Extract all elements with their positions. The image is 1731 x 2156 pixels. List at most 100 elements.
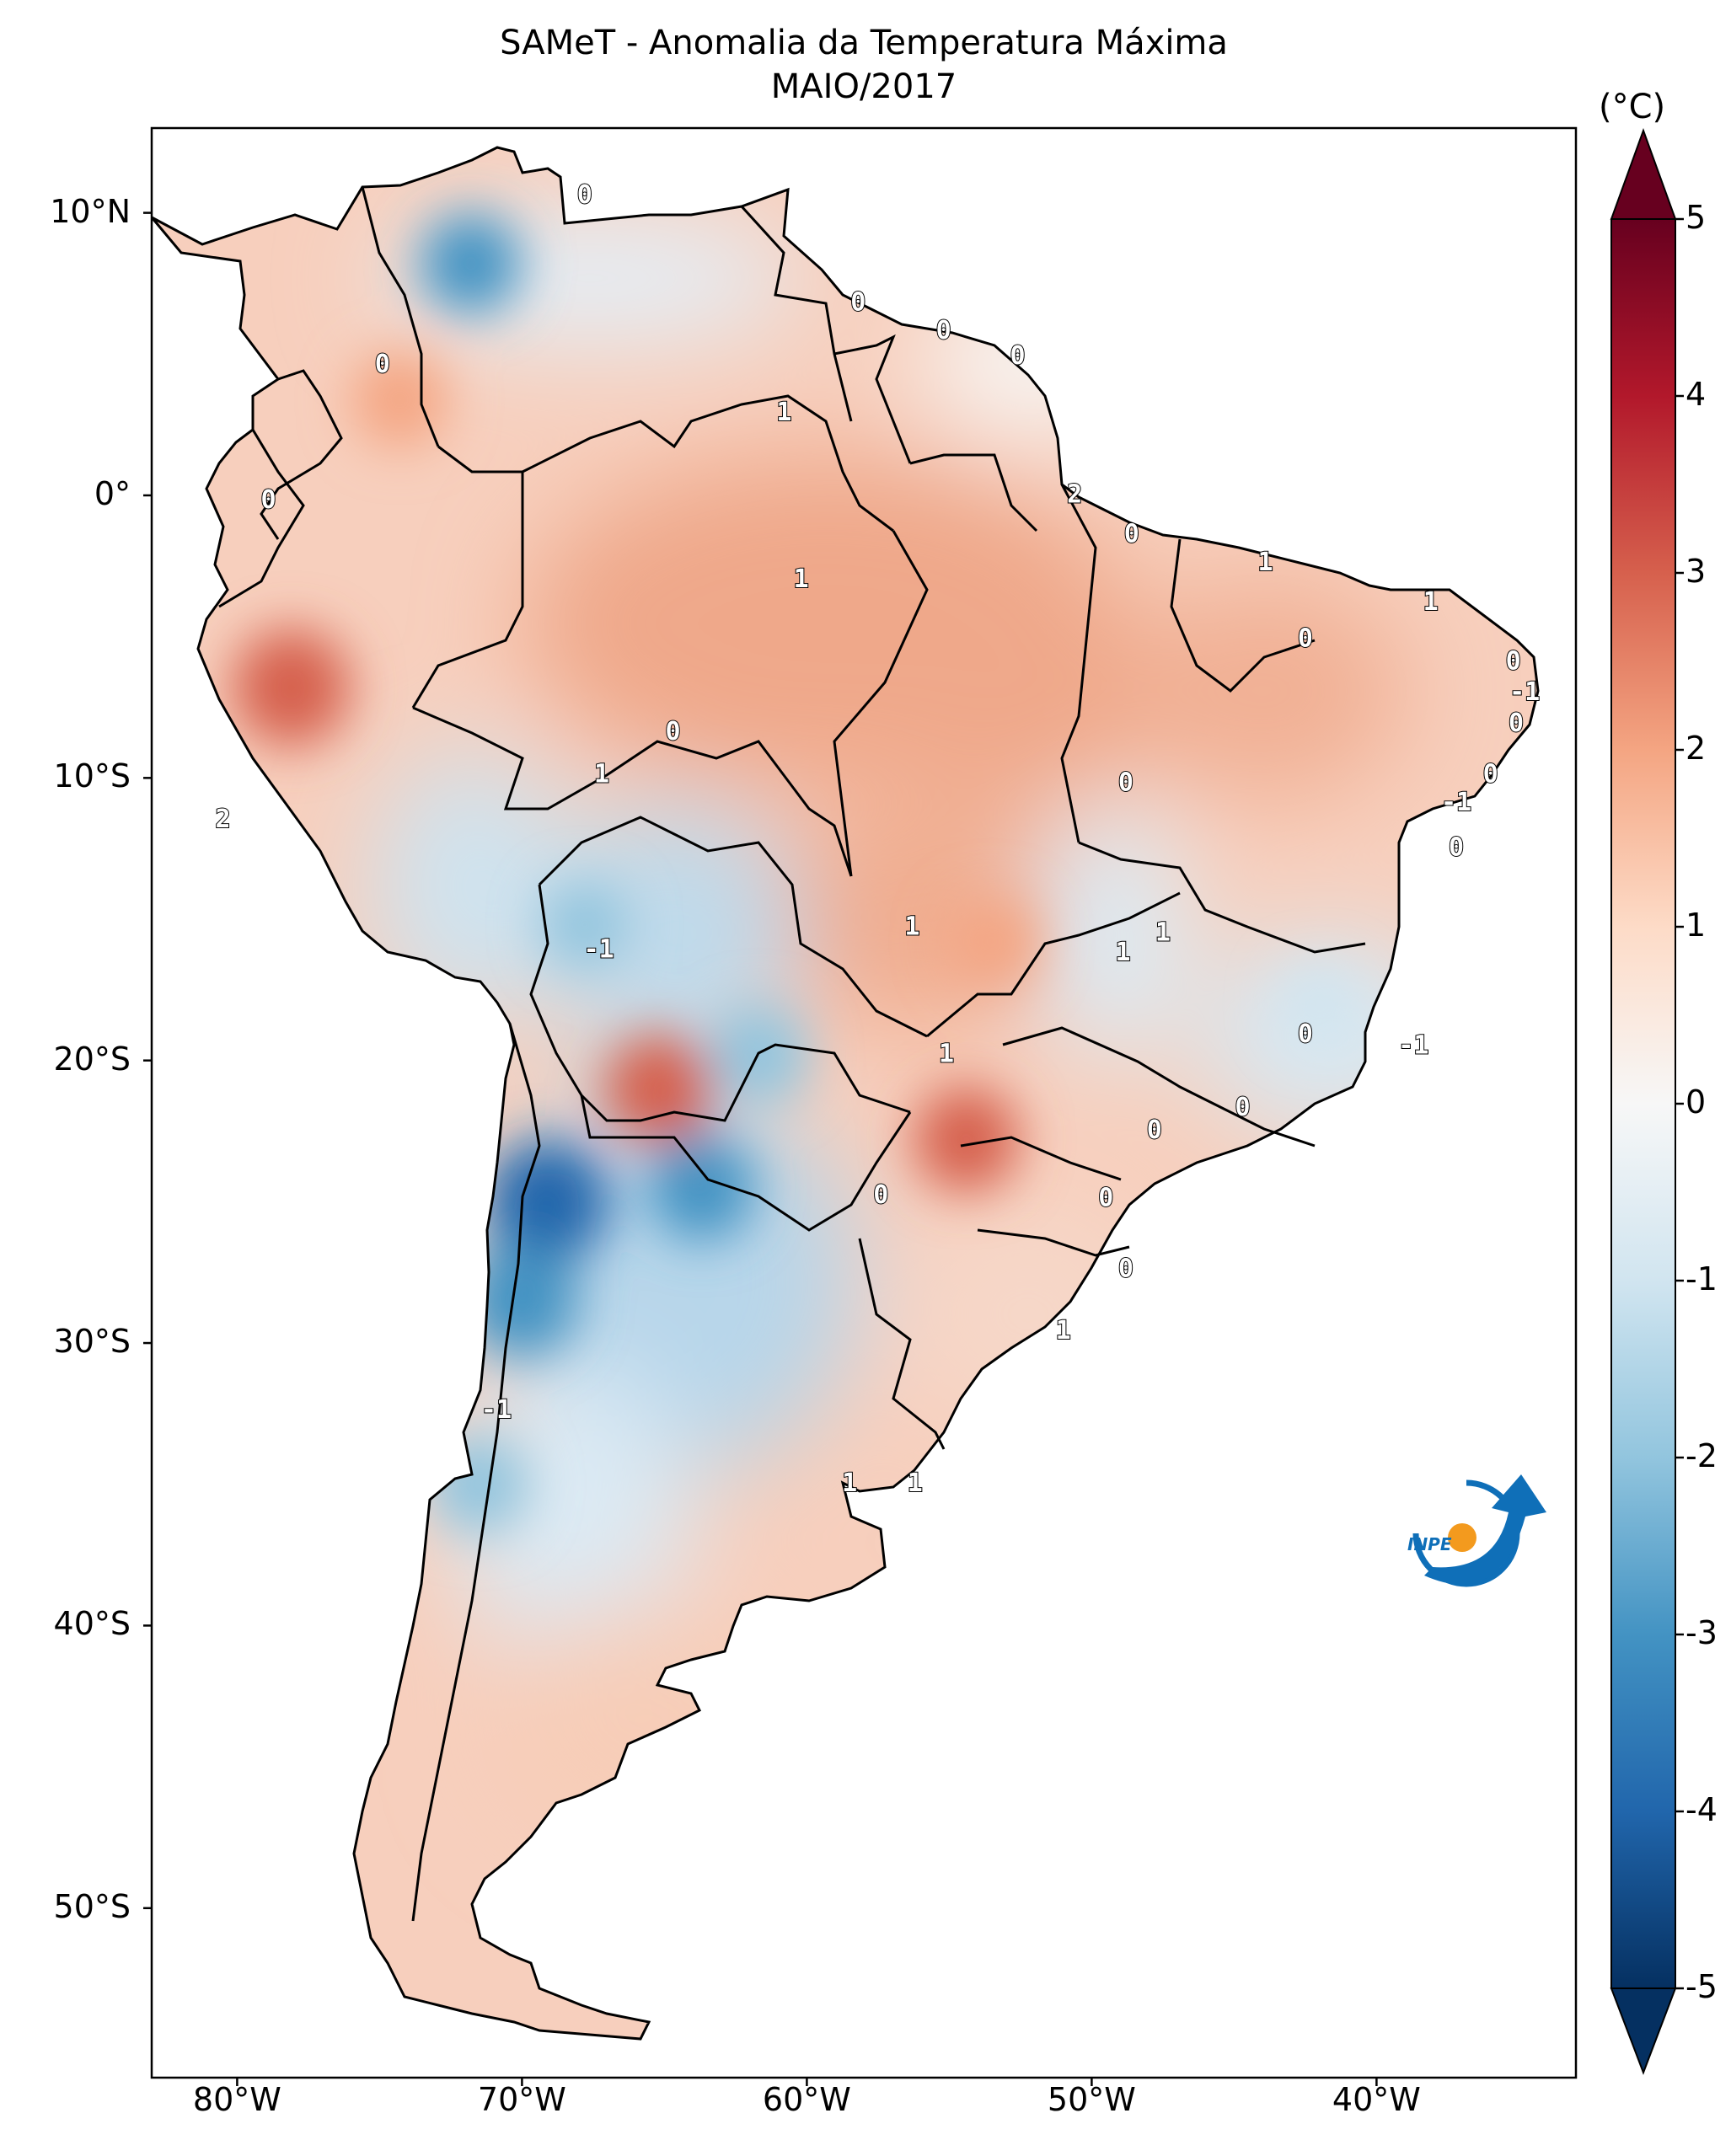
border-bolivia-brazil <box>538 816 928 1038</box>
anomaly-hotspot <box>913 1086 1020 1193</box>
contour-label: 0 <box>1483 759 1498 789</box>
border-bolivia <box>529 884 911 1122</box>
contour-label: 1 <box>1423 587 1439 617</box>
border-chile-argentina <box>411 1023 541 1922</box>
axis-ticks <box>143 211 1378 2086</box>
colorbar-ticks <box>1675 217 1684 1990</box>
contour-label: 2 <box>1067 479 1082 509</box>
contour-label: 1 <box>594 759 609 789</box>
lon-tick-label: 80°W <box>192 2081 281 2118</box>
contour-label: 1 <box>908 1469 923 1498</box>
colorbar-lower-extend <box>1610 1987 1677 2075</box>
contour-label: 0 <box>936 316 951 345</box>
colorbar-tick-label: 5 <box>1685 199 1707 236</box>
contour-label: 1 <box>1116 938 1131 967</box>
contour-label: 0 <box>375 350 390 379</box>
colorbar-body <box>1610 218 1676 1989</box>
cool-patch-argentina-central <box>455 1365 691 1668</box>
contour-label: 0 <box>1509 709 1524 738</box>
lat-tick-label: 20°S <box>53 1040 131 1078</box>
contour-label: 0 <box>1298 624 1313 654</box>
border-brazil-states-1 <box>1060 484 1097 843</box>
anomaly-hotspot <box>420 212 522 314</box>
border-brazil-states-6 <box>960 1136 1122 1181</box>
lat-tick-label: 10°S <box>53 757 131 795</box>
lat-tick-label: 40°S <box>53 1605 131 1643</box>
colorbar-tick-label: -4 <box>1685 1791 1718 1828</box>
warm-patch-para <box>843 573 1163 809</box>
logo-sun-icon <box>1448 1523 1476 1552</box>
logo-text: INPE <box>1407 1534 1452 1554</box>
colorbar-tick-label: -3 <box>1685 1614 1718 1651</box>
contour-label: 0 <box>850 287 866 317</box>
contour-label: 0 <box>1118 1254 1133 1283</box>
border-amazonas-para <box>833 530 929 877</box>
colorbar-tick-label: 2 <box>1685 730 1707 767</box>
contour-label: -1 <box>481 1395 512 1425</box>
border-brazil-states-3 <box>1078 841 1366 954</box>
anomaly-hotspot <box>946 895 1039 988</box>
contour-label: 0 <box>1147 1115 1162 1145</box>
border-brazil-states-2 <box>1170 538 1316 693</box>
colorbar-tick-label: -1 <box>1685 1260 1718 1297</box>
contour-label: 1 <box>1258 548 1273 577</box>
map-subtitle: MAIO/2017 <box>770 67 957 106</box>
contour-label: 0 <box>1124 519 1139 548</box>
anomaly-hotspot <box>485 1140 609 1264</box>
border-uruguay <box>858 1238 946 1450</box>
colorbar-tick-label: 1 <box>1685 907 1707 944</box>
contour-label: -1 <box>1398 1030 1428 1060</box>
colorbar-tick-label: 0 <box>1685 1083 1707 1121</box>
lat-tick-label: 10°N <box>50 192 131 230</box>
lon-tick-label: 40°W <box>1332 2081 1421 2118</box>
border-colombia-peru <box>260 369 343 540</box>
contour-label: 0 <box>1010 341 1025 371</box>
colorbar-tick-label: -2 <box>1685 1437 1718 1474</box>
lat-tick-label: 0° <box>94 474 131 512</box>
plot-frame <box>150 126 1578 2079</box>
lat-tick-label: 30°S <box>53 1323 131 1361</box>
contour-label: 0 <box>1449 833 1464 863</box>
border-guyana-suriname <box>833 334 912 464</box>
anomaly-hotspot <box>1278 963 1360 1045</box>
contour-label: 0 <box>1118 768 1133 798</box>
contour-label: 1 <box>794 564 809 594</box>
anomaly-hotspot <box>351 350 448 447</box>
border-brazil-states-4 <box>926 891 1181 1038</box>
contour-label: 0 <box>261 485 276 515</box>
colorbar-tick-label: -5 <box>1685 1968 1718 2005</box>
colorbar <box>1610 128 1684 2075</box>
border-ecuador <box>218 429 305 608</box>
contour-label: 1 <box>842 1469 857 1498</box>
anomaly-hotspot <box>465 1244 579 1357</box>
border-venezuela-guyana <box>740 205 853 422</box>
contour-label: 1 <box>1056 1316 1071 1345</box>
contour-label: 0 <box>1235 1093 1251 1122</box>
border-paraguay <box>580 1094 912 1232</box>
contour-label: 1 <box>939 1039 954 1068</box>
border-colombia-brazil <box>411 445 524 709</box>
map-title: SAMeT - Anomalia da Temperatura Máxima <box>500 24 1228 62</box>
anomaly-hotspot <box>603 1034 714 1144</box>
contour-label: 0 <box>577 180 592 210</box>
logo-orbit-icon <box>1412 1479 1520 1587</box>
warm-patch-northeast <box>1121 581 1407 800</box>
cool-patch-peru <box>371 750 573 1019</box>
contour-label: -1 <box>1509 677 1540 707</box>
anomaly-hotspot <box>541 881 628 968</box>
contour-label: 1 <box>776 398 791 427</box>
colorbar-tick-label: 4 <box>1685 376 1707 413</box>
contour-label: 0 <box>1506 646 1521 676</box>
contour-label: 0 <box>1098 1184 1113 1213</box>
border-brazil-states-7 <box>977 1228 1130 1257</box>
contour-label: 2 <box>215 805 230 834</box>
anomaly-hotspot <box>232 629 351 747</box>
contour-label: 1 <box>1155 918 1171 947</box>
colorbar-upper-extend <box>1610 128 1677 220</box>
colorbar-unit: (°C) <box>1599 88 1666 126</box>
border-venezuela-brazil <box>522 394 894 532</box>
contour-label: 1 <box>904 912 919 942</box>
lon-tick-label: 60°W <box>762 2081 851 2118</box>
